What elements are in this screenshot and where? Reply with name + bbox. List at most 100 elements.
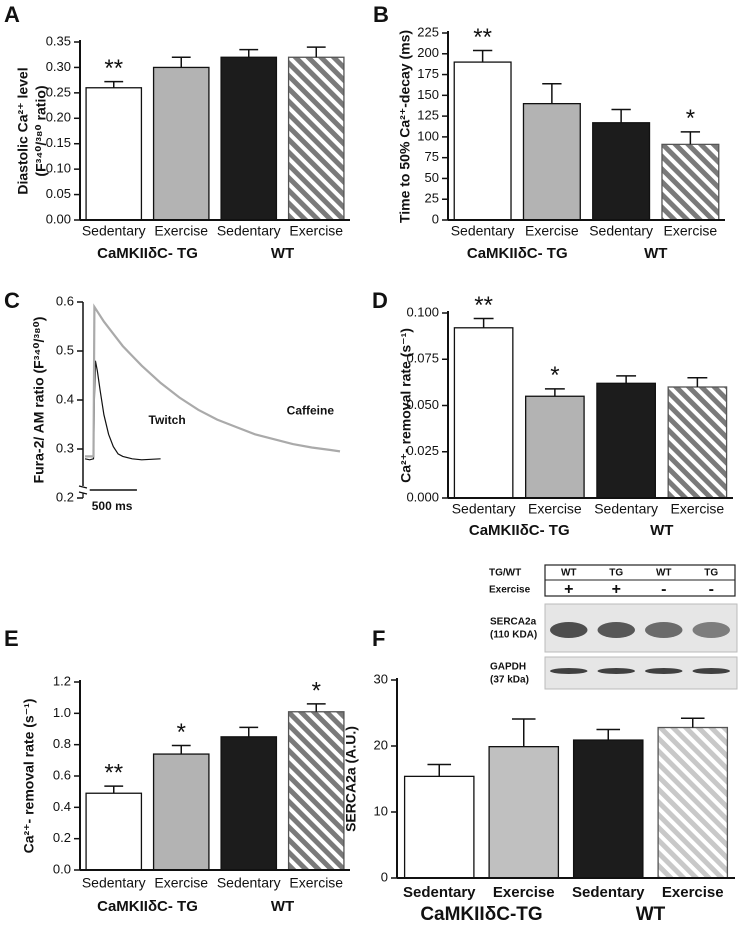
axis-break	[78, 485, 88, 498]
group-label: WT	[650, 522, 673, 539]
y-tick-label: 0.000	[406, 489, 439, 504]
panel-letter: D	[372, 288, 388, 313]
y-tick-label: 50	[425, 170, 439, 185]
panel-letter: E	[4, 626, 19, 651]
group-label: WT	[636, 904, 666, 925]
x-tick-label: Sedentary	[82, 875, 146, 891]
y-tick-label: 30	[374, 671, 388, 686]
bar	[220, 736, 278, 871]
x-tick-label: Exercise	[662, 884, 724, 901]
x-tick-label: Sedentary	[451, 223, 515, 239]
blot-cell: TG	[704, 568, 718, 579]
blot-band	[550, 622, 588, 638]
bar	[85, 87, 143, 221]
significance-marker: *	[177, 719, 186, 746]
trace-line	[85, 303, 341, 458]
y-tick-label: 175	[417, 66, 439, 81]
scale-bar-label: 500 ms	[92, 499, 133, 513]
trace-label: Twitch	[149, 413, 186, 427]
blot-cell: +	[564, 581, 573, 598]
x-tick-label: Exercise	[289, 223, 343, 239]
y-axis-label: (F³⁴⁰/³⁸⁰ ratio)	[33, 85, 49, 176]
x-tick-label: Sedentary	[594, 501, 658, 517]
x-tick-label: Sedentary	[217, 875, 281, 891]
y-tick-label: 0.6	[56, 293, 74, 308]
bar	[522, 102, 581, 221]
y-tick-label: 0.05	[46, 186, 71, 201]
x-tick-label: Sedentary	[403, 884, 476, 901]
blot-band-sublabel: (110 KDA)	[490, 630, 537, 641]
y-tick-label: 225	[417, 24, 439, 39]
x-tick-label: Exercise	[154, 875, 208, 891]
group-label: CaMKIIδC- TG	[97, 898, 198, 915]
y-tick-label: 75	[425, 149, 439, 164]
y-tick-label: 0.35	[46, 33, 71, 48]
x-tick-label: Exercise	[525, 223, 579, 239]
x-tick-label: Exercise	[154, 223, 208, 239]
x-tick-label: Exercise	[493, 884, 555, 901]
y-tick-label: 0.075	[406, 351, 439, 366]
bar	[525, 395, 585, 499]
x-tick-label: Exercise	[671, 501, 725, 517]
y-tick-label: 1.0	[53, 705, 71, 720]
y-tick-label: 0.6	[53, 767, 71, 782]
blot-band	[597, 668, 635, 674]
x-tick-label: Sedentary	[589, 223, 653, 239]
y-axis-label: Diastolic Ca²⁺ level	[15, 67, 31, 194]
significance-marker: *	[550, 362, 559, 389]
bar	[220, 56, 278, 221]
y-tick-label: 0.2	[56, 489, 74, 504]
panel-letter: B	[373, 2, 389, 27]
bar	[403, 775, 475, 879]
y-tick-label: 20	[374, 737, 388, 752]
y-axis-label: SERCA2a (A.U.)	[343, 726, 359, 832]
y-axis-label: Time to 50% Ca²⁺-decay (ms)	[397, 30, 413, 223]
bar	[596, 382, 656, 499]
y-axis-label: Ca²⁺- removal rate (s⁻¹)	[398, 328, 414, 483]
blot-cell: -	[709, 581, 714, 598]
bar	[287, 56, 345, 221]
y-tick-label: 10	[374, 803, 388, 818]
x-tick-label: Sedentary	[572, 884, 645, 901]
y-tick-label: 0.2	[53, 830, 71, 845]
blot-cell: TG	[609, 568, 623, 579]
y-tick-label: 0	[381, 869, 388, 884]
y-tick-label: 0.25	[46, 84, 71, 99]
y-axis-label: Ca²⁺- removal rate (s⁻¹)	[21, 699, 37, 854]
y-tick-label: 0.4	[56, 391, 74, 406]
panel-letter: A	[4, 2, 20, 27]
y-tick-label: 150	[417, 87, 439, 102]
bar	[85, 792, 143, 871]
trace-label: Caffeine	[287, 404, 335, 418]
blot-band	[645, 622, 683, 638]
bar	[453, 61, 512, 221]
blot-cell: WT	[656, 568, 672, 579]
blot-band	[550, 668, 588, 674]
blot-cell: -	[661, 581, 666, 598]
blot-row-label: Exercise	[489, 585, 531, 596]
blot-band	[692, 668, 730, 674]
blot-band-label: SERCA2a	[490, 617, 537, 628]
x-tick-label: Sedentary	[82, 223, 146, 239]
significance-marker: **	[473, 24, 492, 51]
y-tick-label: 0.050	[406, 397, 439, 412]
trace-line	[84, 360, 161, 461]
significance-marker: **	[474, 292, 493, 319]
blot-cell: +	[612, 581, 621, 598]
y-tick-label: 0.3	[56, 440, 74, 455]
y-tick-label: 1.2	[53, 673, 71, 688]
significance-marker: **	[104, 55, 123, 82]
bar	[667, 386, 728, 499]
x-tick-label: Exercise	[528, 501, 582, 517]
y-tick-label: 100	[417, 128, 439, 143]
y-tick-label: 0	[432, 211, 439, 226]
group-label: CaMKIIδC-TG	[420, 904, 542, 925]
significance-marker: *	[312, 677, 321, 704]
bar	[661, 143, 720, 221]
bar	[572, 739, 644, 879]
bar	[657, 726, 729, 879]
group-label: WT	[644, 245, 667, 262]
bar	[488, 746, 560, 879]
group-label: WT	[271, 898, 294, 915]
